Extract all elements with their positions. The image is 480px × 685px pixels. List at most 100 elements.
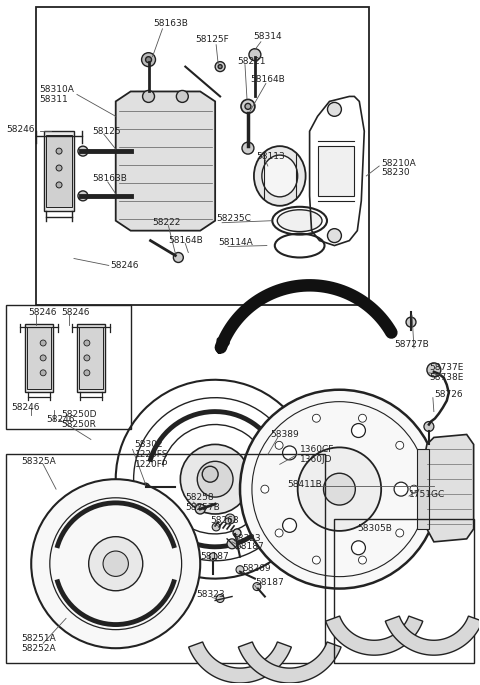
Text: 58311: 58311 [39, 95, 68, 104]
Bar [6, 454, 324, 663]
Text: 58323: 58323 [196, 590, 225, 599]
Text: 58258: 58258 [185, 493, 214, 501]
Circle shape [56, 182, 62, 188]
Polygon shape [385, 616, 480, 655]
Circle shape [410, 485, 418, 493]
Text: 58164B: 58164B [250, 75, 285, 84]
Circle shape [275, 529, 283, 537]
Text: 58310A: 58310A [39, 85, 74, 94]
Circle shape [89, 536, 143, 590]
Text: 58230: 58230 [381, 169, 410, 177]
Text: 1220FP: 1220FP [134, 460, 168, 469]
Polygon shape [239, 642, 341, 683]
Text: 58125: 58125 [92, 127, 120, 136]
Text: 58411B: 58411B [288, 479, 323, 488]
Circle shape [327, 102, 341, 116]
Circle shape [394, 482, 408, 496]
Text: 58314: 58314 [253, 32, 282, 41]
Circle shape [351, 423, 365, 438]
Text: 58250R: 58250R [61, 420, 96, 429]
Circle shape [359, 556, 366, 564]
Circle shape [242, 142, 254, 154]
Text: 58323: 58323 [232, 534, 261, 543]
Ellipse shape [254, 146, 306, 206]
Text: 58125F: 58125F [195, 35, 229, 45]
Text: 58246: 58246 [12, 403, 40, 412]
Text: 1751GC: 1751GC [409, 490, 445, 499]
Circle shape [245, 103, 251, 110]
Bar [46, 135, 72, 207]
Ellipse shape [277, 210, 322, 232]
Text: 58246: 58246 [61, 308, 90, 316]
Polygon shape [189, 642, 291, 683]
Circle shape [40, 340, 46, 346]
Text: 58269: 58269 [242, 564, 271, 573]
Circle shape [40, 370, 46, 376]
Bar [6, 306, 131, 429]
Text: 58187: 58187 [255, 578, 284, 587]
Text: 58187: 58187 [200, 552, 229, 561]
Circle shape [215, 62, 225, 71]
Circle shape [176, 90, 188, 102]
Circle shape [197, 461, 233, 497]
Circle shape [396, 441, 404, 449]
Text: 58163B: 58163B [92, 175, 127, 184]
Text: 58305B: 58305B [357, 525, 392, 534]
Text: 58738E: 58738E [429, 373, 463, 382]
Bar [27, 327, 51, 388]
Text: 58251A: 58251A [21, 634, 56, 643]
Circle shape [396, 529, 404, 537]
Circle shape [427, 363, 441, 377]
Circle shape [142, 483, 150, 491]
Text: 1360JD: 1360JD [300, 455, 332, 464]
Text: 58164B: 58164B [168, 236, 203, 245]
Bar [25, 324, 53, 392]
Circle shape [216, 595, 224, 603]
Circle shape [249, 49, 261, 61]
Ellipse shape [262, 155, 298, 197]
Text: 58210A: 58210A [381, 158, 416, 168]
Circle shape [298, 447, 381, 531]
Text: 58163B: 58163B [154, 19, 188, 28]
Circle shape [103, 551, 128, 576]
Circle shape [78, 146, 88, 156]
Text: 58235C: 58235C [216, 214, 251, 223]
Text: 58187: 58187 [235, 543, 264, 551]
Circle shape [241, 99, 255, 113]
Circle shape [283, 519, 297, 532]
Circle shape [233, 529, 241, 537]
Text: 58114A: 58114A [218, 238, 253, 247]
Text: 58325A: 58325A [21, 457, 56, 466]
Text: 58726: 58726 [434, 390, 463, 399]
Circle shape [84, 355, 90, 361]
Bar [417, 449, 429, 529]
Bar [36, 7, 369, 306]
Circle shape [225, 518, 231, 524]
Circle shape [312, 556, 320, 564]
Circle shape [31, 479, 200, 648]
Text: 58268: 58268 [210, 516, 239, 525]
Circle shape [56, 148, 62, 154]
Circle shape [173, 253, 183, 262]
Text: 58250D: 58250D [61, 410, 96, 419]
Circle shape [84, 340, 90, 346]
Circle shape [84, 370, 90, 376]
Text: 58257B: 58257B [185, 503, 220, 512]
Text: 58246: 58246 [46, 415, 74, 424]
Circle shape [261, 485, 269, 493]
Circle shape [56, 165, 62, 171]
Polygon shape [116, 92, 215, 231]
Text: 58113: 58113 [256, 151, 285, 160]
Text: 58737E: 58737E [429, 363, 463, 373]
Circle shape [145, 57, 152, 62]
Text: 1220FS: 1220FS [134, 450, 168, 459]
Circle shape [312, 414, 320, 422]
Circle shape [195, 504, 205, 514]
Text: 58252A: 58252A [21, 644, 56, 653]
Circle shape [143, 90, 155, 102]
Bar [318, 146, 354, 196]
Circle shape [253, 583, 261, 590]
Bar [77, 324, 105, 392]
Circle shape [218, 64, 222, 68]
Circle shape [424, 421, 434, 432]
